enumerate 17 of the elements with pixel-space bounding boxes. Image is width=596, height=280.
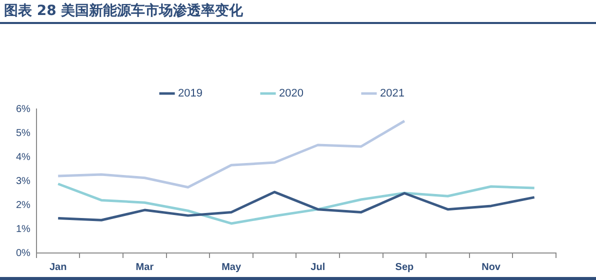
x-tick-label: Jul <box>310 262 326 273</box>
y-tick-label: 4% <box>16 152 31 163</box>
y-tick-label: 1% <box>16 224 31 235</box>
legend-label: 2021 <box>380 88 404 100</box>
x-tick-label: May <box>222 262 242 273</box>
y-tick-label: 6% <box>16 104 31 115</box>
x-tick-label: Sep <box>395 262 414 273</box>
y-tick-label: 5% <box>16 128 31 139</box>
legend-label: 2019 <box>178 88 203 100</box>
legend-label: 2020 <box>279 88 304 100</box>
x-tick-label: Jan <box>49 262 67 273</box>
x-tick-label: Nov <box>482 262 501 273</box>
y-tick-label: 0% <box>16 248 31 259</box>
x-tick-label: Mar <box>136 262 154 273</box>
y-tick-label: 3% <box>16 176 31 187</box>
chart-title: 图表 28 美国新能源车市场渗透率变化 <box>0 0 596 24</box>
y-tick-label: 2% <box>16 200 31 211</box>
